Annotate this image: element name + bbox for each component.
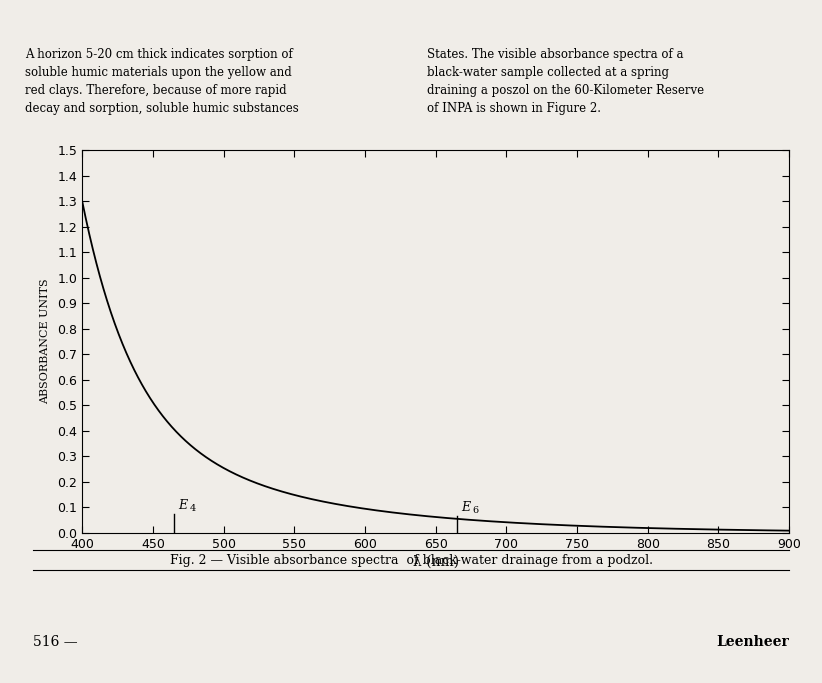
Text: A horizon 5-20 cm thick indicates sorption of
soluble humic materials upon the y: A horizon 5-20 cm thick indicates sorpti… — [25, 48, 298, 115]
Text: E: E — [461, 501, 470, 514]
Text: 6: 6 — [473, 506, 478, 516]
Text: Leenheer: Leenheer — [716, 635, 789, 649]
Text: Fig. 2 — Visible absorbance spectra  of black-water drainage from a podzol.: Fig. 2 — Visible absorbance spectra of b… — [169, 553, 653, 567]
Text: E: E — [178, 499, 187, 512]
Y-axis label: ABSORBANCE UNITS: ABSORBANCE UNITS — [40, 279, 50, 404]
Text: 516 —: 516 — — [33, 635, 77, 649]
X-axis label: λ (nm): λ (nm) — [413, 555, 459, 569]
Text: States. The visible absorbance spectra of a
black-water sample collected at a sp: States. The visible absorbance spectra o… — [427, 48, 704, 115]
Text: 4: 4 — [190, 504, 196, 513]
